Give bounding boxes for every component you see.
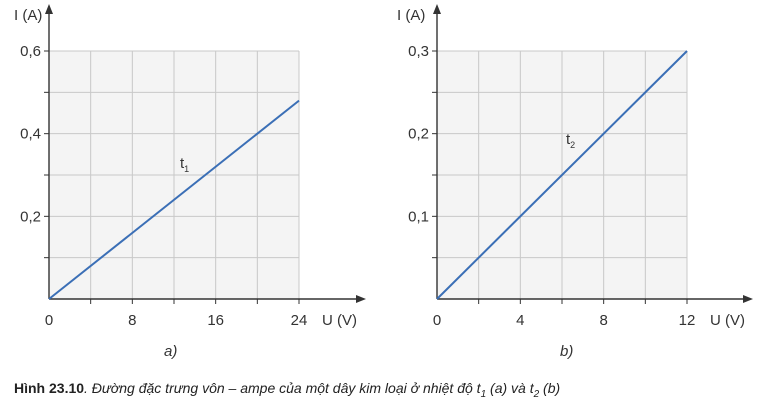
chart-b: 0 4 8 12 0,1 0,2 0,3 [408, 4, 753, 329]
chart-a-sublabel: a) [164, 343, 177, 360]
chart-b-y-axis-arrow [433, 4, 441, 14]
chart-a-series-line-t1 [48, 99, 300, 300]
chart-a-y-tick-label: 0,6 [20, 43, 41, 60]
chart-b-x-tick-label: 8 [599, 312, 607, 329]
chart-b-xlabel: U (V) [710, 312, 745, 329]
chart-a-y-tick-label: 0,2 [20, 208, 41, 225]
chart-b-y-tick-label: 0,3 [408, 43, 429, 60]
chart-a-y-tick-label: 0,4 [20, 126, 41, 143]
caption-text-3: (b) [539, 380, 561, 396]
chart-b-x-tick-label: 4 [516, 312, 524, 329]
chart-a-x-tick-label: 16 [207, 312, 224, 329]
chart-b-y-tick-label: 0,1 [408, 208, 429, 225]
chart-b-y-tick-label: 0,2 [408, 126, 429, 143]
figure-caption: Hình 23.10. Đường đặc trưng vôn – ampe c… [14, 380, 774, 400]
chart-a-x-tick-label: 0 [45, 312, 53, 329]
caption-text-1: . Đường đặc trưng vôn – ampe của một dây… [84, 380, 481, 396]
chart-a-x-tick-label: 24 [291, 312, 308, 329]
caption-sub-1: 1 [480, 388, 487, 400]
chart-b-sublabel: b) [560, 343, 573, 360]
caption-sub-2: 2 [533, 388, 540, 400]
chart-a-y-axis-arrow [45, 4, 53, 14]
chart-b-x-tick-label: 12 [679, 312, 696, 329]
caption-prefix: Hình 23.10 [14, 380, 85, 396]
chart-a-x-axis-arrow [356, 295, 366, 303]
chart-b-curve-label: t2 [566, 131, 575, 150]
chart-a-xlabel: U (V) [322, 312, 357, 329]
chart-b-ylabel: I (A) [397, 7, 425, 24]
chart-a-ylabel: I (A) [14, 7, 42, 24]
chart-a-x-tick-label: 8 [128, 312, 136, 329]
chart-a: 0 8 16 24 0,2 0,4 0,6 [20, 4, 366, 329]
chart-b-x-axis-arrow [743, 295, 753, 303]
caption-text-2: (a) và t [486, 380, 534, 396]
chart-a-curve-label: t1 [180, 155, 189, 174]
chart-b-x-tick-label: 0 [433, 312, 441, 329]
chart-b-series-line-t2 [436, 50, 688, 300]
